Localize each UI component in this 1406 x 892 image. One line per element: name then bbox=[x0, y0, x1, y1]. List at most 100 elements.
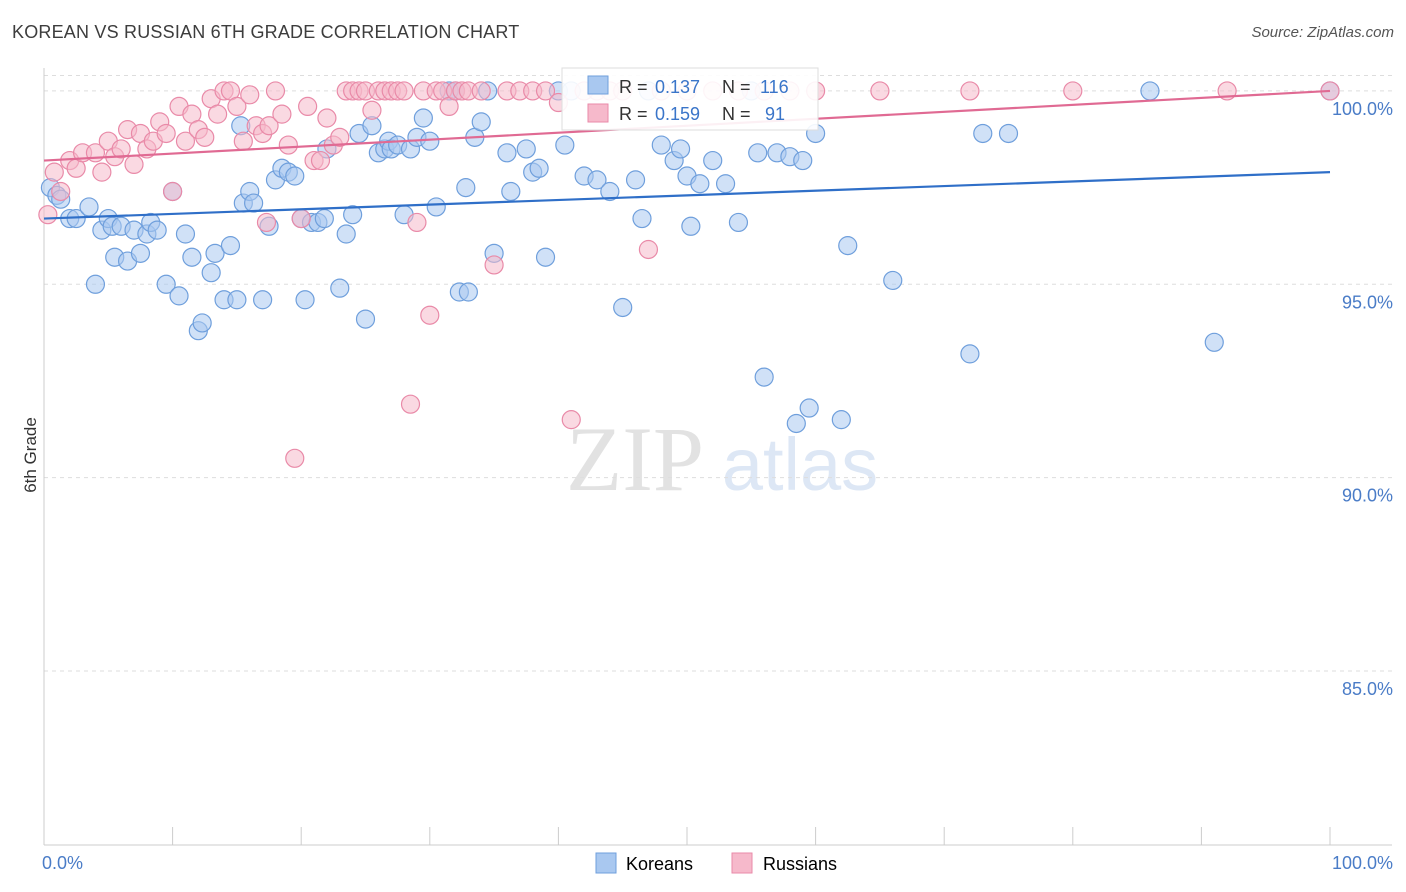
watermark-zip: ZIP bbox=[566, 408, 704, 510]
russian-point bbox=[484, 255, 504, 275]
korean-point bbox=[244, 193, 264, 213]
korean-point bbox=[501, 181, 521, 202]
russian-point bbox=[38, 205, 58, 225]
korean-point bbox=[285, 166, 305, 186]
korean-point bbox=[130, 243, 151, 263]
korean-point bbox=[883, 270, 903, 291]
korean-point bbox=[314, 208, 334, 229]
koreans-n-label: N = bbox=[722, 77, 756, 97]
korean-point bbox=[670, 139, 691, 159]
russian-point bbox=[285, 448, 305, 468]
russian-point bbox=[362, 100, 382, 120]
russian-point bbox=[111, 139, 131, 159]
korean-point bbox=[703, 150, 723, 171]
korean-point bbox=[998, 123, 1019, 144]
korean-point bbox=[799, 398, 819, 418]
russian-point bbox=[156, 123, 176, 144]
y-tick-label: 90.0% bbox=[1342, 486, 1393, 506]
korean-point bbox=[79, 197, 99, 217]
russians-n-label: N = bbox=[722, 104, 756, 124]
russian-point bbox=[227, 96, 247, 117]
korean-point bbox=[600, 181, 620, 202]
korean-point bbox=[147, 220, 167, 240]
korean-point bbox=[192, 313, 212, 333]
y-tick-label: 95.0% bbox=[1342, 292, 1393, 312]
russian-point bbox=[240, 85, 260, 105]
korean-point bbox=[355, 309, 376, 329]
russian-point bbox=[291, 208, 311, 229]
korean-point bbox=[220, 236, 241, 256]
russian-point bbox=[870, 81, 890, 101]
russian-point bbox=[51, 181, 71, 202]
russian-point bbox=[124, 154, 144, 175]
russian-point bbox=[394, 81, 414, 101]
korean-point bbox=[336, 224, 356, 244]
chart-title: KOREAN VS RUSSIAN 6TH GRADE CORRELATION … bbox=[12, 22, 520, 42]
korean-point bbox=[973, 123, 993, 144]
russian-point bbox=[265, 81, 286, 101]
legend-russians-swatch bbox=[731, 852, 753, 874]
russian-point bbox=[208, 104, 228, 124]
korean-point bbox=[175, 224, 196, 244]
russian-point bbox=[195, 127, 215, 147]
korean-point bbox=[529, 158, 549, 178]
stats-box: R = 0.137 N = 116 R = 0.159 N = 91 bbox=[561, 67, 819, 131]
russian-point bbox=[278, 135, 298, 155]
korean-point bbox=[786, 413, 806, 434]
russians-n-value: 91 bbox=[760, 104, 785, 124]
korean-point bbox=[625, 170, 646, 190]
korean-point bbox=[1204, 332, 1224, 352]
x-tick-label: 0.0% bbox=[42, 853, 83, 873]
legend-koreans-swatch bbox=[595, 852, 617, 874]
korean-point bbox=[728, 212, 749, 233]
russian-point bbox=[638, 239, 659, 260]
korean-point bbox=[343, 205, 363, 225]
chart-source: Source: ZipAtlas.com bbox=[1251, 24, 1394, 41]
russian-point bbox=[298, 96, 318, 117]
russian-point bbox=[420, 305, 440, 325]
korean-point bbox=[330, 278, 350, 298]
korean-point bbox=[651, 135, 671, 155]
korean-point bbox=[227, 290, 247, 310]
koreans-r-label: R = bbox=[619, 77, 653, 97]
russian-point bbox=[310, 150, 331, 171]
korean-point bbox=[1140, 81, 1160, 101]
russian-point bbox=[407, 212, 427, 233]
legend-russians-label: Russians bbox=[763, 854, 837, 874]
korean-point bbox=[960, 344, 980, 364]
russian-point bbox=[175, 131, 196, 151]
korean-point bbox=[253, 290, 273, 310]
russian-point bbox=[561, 410, 581, 430]
y-tick-label: 85.0% bbox=[1342, 679, 1393, 699]
russian-point bbox=[92, 162, 112, 182]
russian-point bbox=[330, 127, 350, 147]
russian-point bbox=[272, 104, 292, 124]
y-axis-title: 6th Grade bbox=[21, 417, 40, 493]
x-tick-label: 100.0% bbox=[1332, 853, 1393, 873]
korean-point bbox=[690, 174, 710, 194]
korean-point bbox=[458, 282, 478, 302]
russian-point bbox=[317, 108, 337, 128]
korean-point bbox=[613, 297, 633, 318]
russian-point bbox=[471, 81, 491, 101]
russian-point bbox=[1063, 81, 1083, 101]
korean-point bbox=[426, 197, 446, 217]
y-tick-label: 100.0% bbox=[1332, 99, 1393, 119]
korean-point bbox=[632, 208, 652, 229]
watermark-atlas: atlas bbox=[722, 423, 878, 506]
korean-point bbox=[156, 274, 176, 294]
korean-point bbox=[715, 174, 736, 194]
koreans-stats-swatch bbox=[587, 75, 609, 95]
russian-point bbox=[259, 116, 279, 136]
korean-point bbox=[516, 139, 536, 159]
legend: Koreans Russians bbox=[595, 852, 837, 874]
korean-point bbox=[471, 112, 491, 132]
korean-point bbox=[169, 286, 189, 306]
russian-point bbox=[44, 162, 64, 182]
korean-trend-line bbox=[43, 171, 1331, 220]
russians-r-label: R = bbox=[619, 104, 653, 124]
korean-point bbox=[182, 247, 202, 267]
korean-point bbox=[413, 108, 433, 128]
russian-point bbox=[163, 181, 183, 202]
